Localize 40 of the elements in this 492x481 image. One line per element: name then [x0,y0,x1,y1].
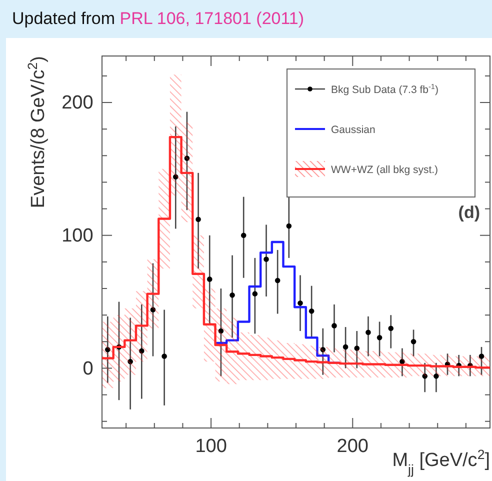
point [422,374,428,379]
point [354,346,360,351]
point [264,256,269,262]
legend-label: Bkg Sub Data (7.3 fb$^{-1}$) [331,82,439,96]
x-axis-title: M$_{jj}$ [GeV/c$^{2}$] [392,446,490,476]
point [478,354,484,359]
point [388,326,394,331]
point [400,358,405,364]
y-tick-label: 200 [62,92,94,114]
legend-label: Gaussian [331,124,376,136]
annotation: (d) [458,203,480,222]
chart-title: Updated from [12,9,115,28]
point [184,156,190,161]
point [206,276,212,282]
y-tick-label: 0 [82,358,94,380]
point [274,278,280,284]
point [218,328,224,334]
point [240,232,246,238]
point [332,323,337,328]
point [105,346,110,352]
chart-subtitle: PRL 106, 171801 (2011) [120,9,304,28]
point [230,292,235,298]
point [320,346,326,352]
point [286,223,292,229]
point [434,374,439,379]
point [139,348,144,354]
point [376,335,382,340]
point [162,354,167,359]
point [342,344,348,350]
point [410,339,416,344]
y-tick-label: 100 [62,225,94,246]
point [150,307,156,312]
point [298,300,303,306]
legend-label: WW+WZ (all bkg syst.) [331,164,438,176]
point [196,216,201,222]
point [252,291,258,296]
point [172,174,178,180]
point [366,330,371,335]
point [308,308,314,314]
point [128,358,133,364]
